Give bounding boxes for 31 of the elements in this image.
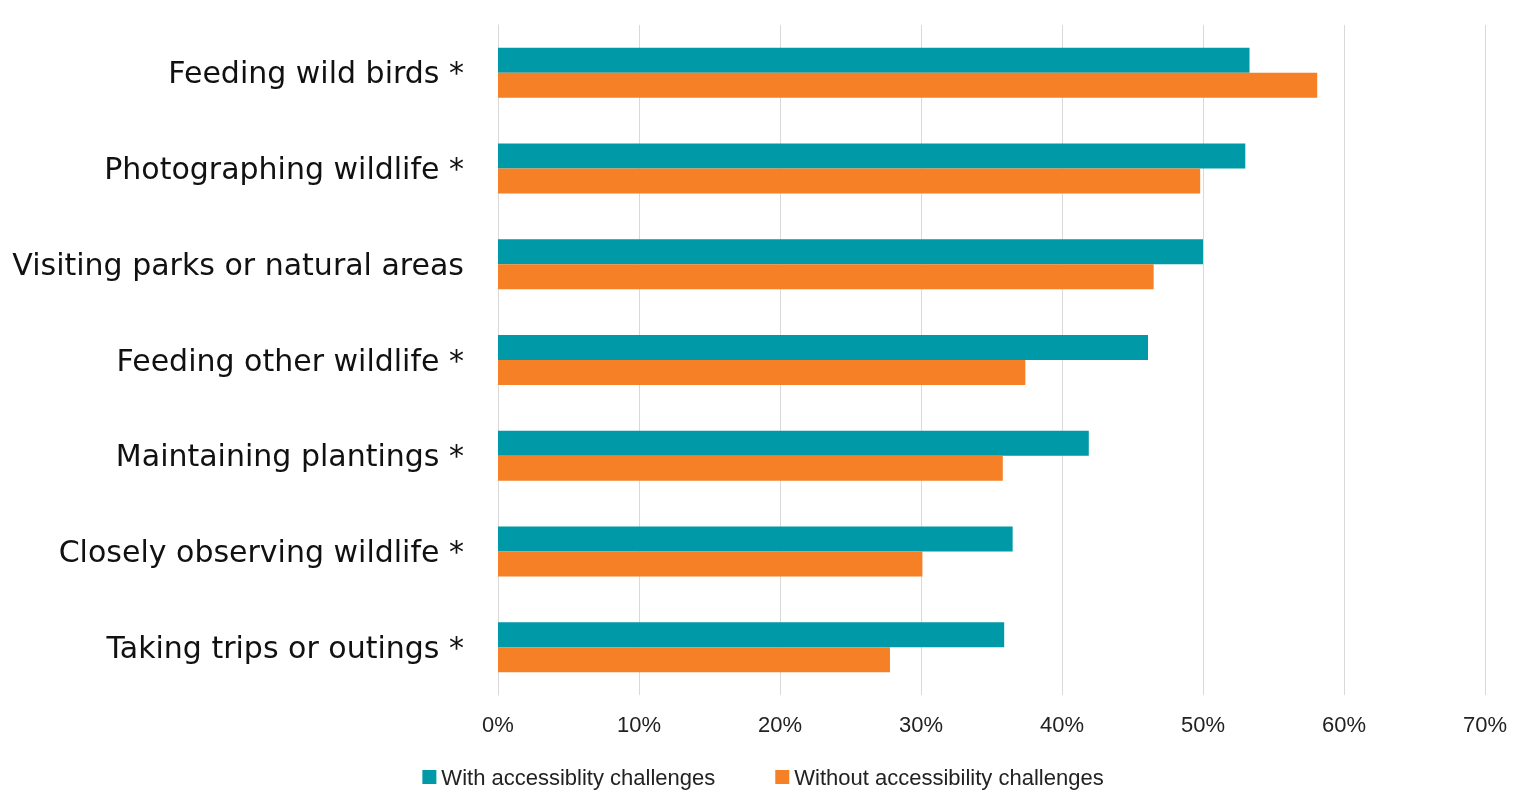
x-tick-label: 60% <box>1321 711 1367 737</box>
y-tick-label: Closely observing wildlife * <box>58 533 464 569</box>
y-tick-label: Feeding other wildlife * <box>116 342 464 378</box>
x-tick-label: 20% <box>757 711 803 737</box>
bar <box>498 430 1089 456</box>
y-tick-label: Maintaining plantings * <box>115 438 464 474</box>
bar <box>498 622 1005 648</box>
bar <box>498 551 923 577</box>
bar <box>498 239 1203 265</box>
bar <box>498 360 1026 385</box>
bar <box>498 526 1013 552</box>
y-tick-label: Photographing wildlife * <box>104 151 464 187</box>
x-tick-label: 30% <box>898 711 944 737</box>
bar <box>498 264 1154 290</box>
y-tick-label: Visiting parks or natural areas <box>12 246 464 282</box>
bar <box>498 143 1246 169</box>
bar <box>498 647 890 673</box>
bar <box>498 168 1201 194</box>
bar <box>498 47 1250 73</box>
x-tick-label: 10% <box>616 711 662 737</box>
y-tick-label: Taking trips or outings * <box>105 629 464 665</box>
bar <box>498 335 1149 360</box>
x-tick-label: 70% <box>1462 711 1508 737</box>
x-tick-label: 40% <box>1039 711 1085 737</box>
y-tick-label: Feeding wild birds * <box>168 55 464 91</box>
legend-label: With accessiblity challenges <box>441 764 716 790</box>
x-tick-label: 50% <box>1180 711 1226 737</box>
legend-label: Without accessibility challenges <box>794 764 1104 790</box>
x-tick-label: 0% <box>482 711 514 737</box>
bar <box>498 72 1318 98</box>
bar <box>498 455 1003 481</box>
